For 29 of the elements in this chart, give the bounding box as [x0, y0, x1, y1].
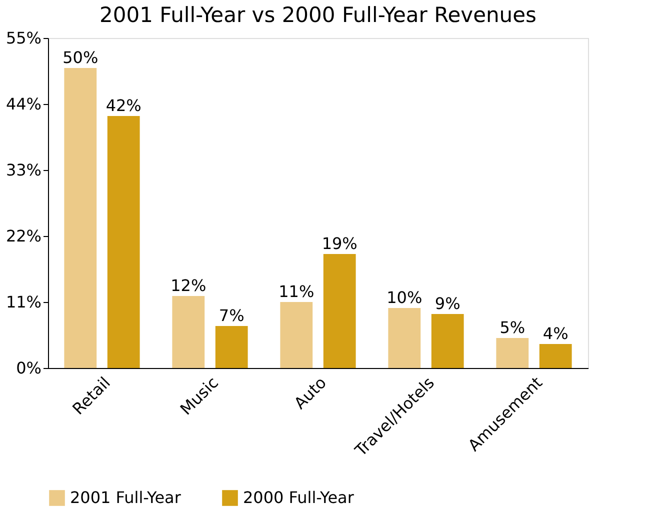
y-tick-label: 55% [6, 28, 42, 48]
bar [323, 254, 356, 368]
data-label: 10% [386, 288, 422, 307]
bar [496, 338, 529, 368]
data-label: 7% [218, 306, 244, 325]
data-label: 11% [278, 282, 314, 301]
bar [280, 302, 313, 368]
bar [388, 308, 421, 368]
bar [107, 116, 140, 368]
chart-title: 2001 Full-Year vs 2000 Full-Year Revenues [100, 3, 536, 27]
y-tick-label: 11% [6, 292, 42, 312]
bar [172, 296, 205, 368]
data-label: 5% [500, 318, 526, 337]
y-tick-label: 44% [6, 94, 42, 114]
data-label: 9% [434, 294, 460, 313]
data-label: 19% [322, 234, 358, 253]
y-tick-label: 22% [6, 226, 42, 246]
data-label: 42% [106, 96, 142, 115]
y-tick-label: 33% [6, 160, 42, 180]
bar [431, 314, 464, 368]
data-label: 4% [542, 324, 568, 343]
bar [539, 344, 572, 368]
bar [215, 326, 248, 368]
data-label: 50% [62, 48, 98, 67]
legend-label: 2000 Full-Year [243, 488, 354, 507]
y-tick-label: 0% [16, 358, 42, 378]
legend-label: 2001 Full-Year [70, 488, 182, 507]
data-label: 12% [170, 276, 206, 295]
bar [64, 68, 97, 368]
